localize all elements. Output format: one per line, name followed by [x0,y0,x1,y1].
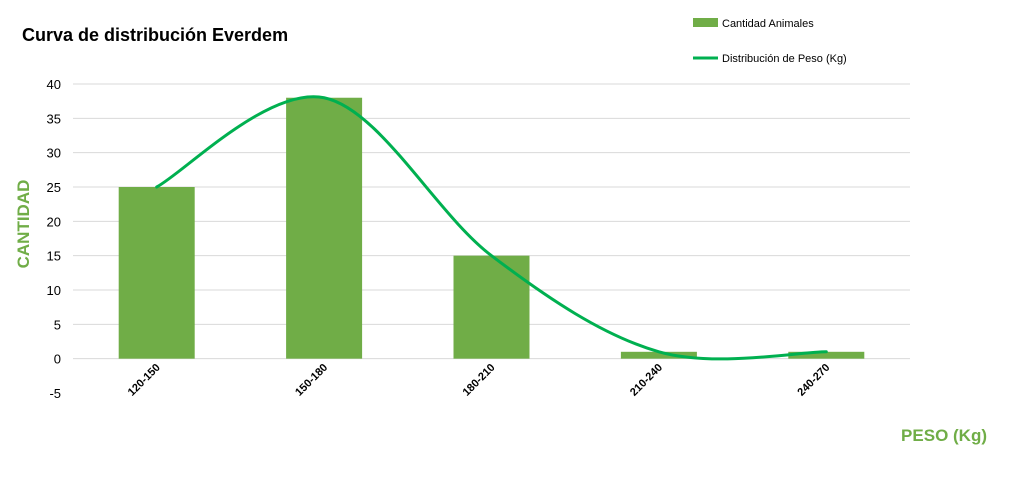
y-tick-label: 35 [47,111,61,126]
x-axis-title: PESO (Kg) [901,426,987,445]
bar [788,351,865,359]
bar [118,187,195,359]
y-tick-label: 0 [54,352,61,367]
y-tick-label: 15 [47,249,61,264]
y-tick-label: 5 [54,317,61,332]
y-tick-label: 30 [47,146,61,161]
chart-title: Curva de distribución Everdem [22,25,288,45]
legend-bar-label: Cantidad Animales [722,18,814,30]
y-tick-label: 20 [47,214,61,229]
x-category-label: 240-270 [795,362,832,399]
y-axis-ticks: -5 0 5 10 15 20 25 30 35 40 [47,77,61,401]
legend-bar-swatch [693,18,718,27]
bar [620,351,697,359]
y-axis-title: CANTIDAD [14,180,33,269]
y-tick-label: 40 [47,77,61,92]
x-category-label: 120-150 [126,362,163,399]
legend: Cantidad Animales Distribución de Peso (… [693,18,847,65]
bar [286,97,363,359]
legend-line-label: Distribución de Peso (Kg) [722,53,847,65]
x-category-label: 180-210 [461,362,498,399]
y-tick-label: -5 [49,386,61,401]
x-category-label: 150-180 [293,362,330,399]
distribution-line [155,95,828,361]
x-axis-categories: 120-150 150-180 180-210 210-240 240-270 [126,362,833,399]
y-tick-label: 25 [47,180,61,195]
bar [453,255,530,359]
y-tick-label: 10 [47,283,61,298]
bar-series [118,97,865,359]
line-series [155,95,828,361]
x-category-label: 210-240 [628,362,665,399]
